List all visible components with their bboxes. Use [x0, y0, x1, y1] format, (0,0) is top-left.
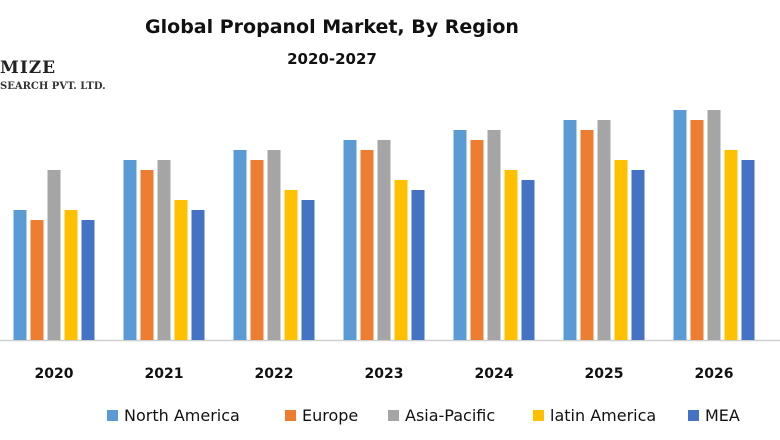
watermark-tagline: SEARCH PVT. LTD.: [0, 81, 106, 92]
bar-mea-2020: [81, 220, 95, 340]
bar-north-america-2025: [563, 120, 577, 340]
bar-europe-2026: [690, 120, 704, 340]
legend-swatch: [688, 410, 699, 421]
x-tick-label: 2022: [255, 366, 294, 382]
bar-mea-2022: [301, 200, 315, 340]
bar-north-america-2021: [123, 160, 137, 340]
bar-north-america-2020: [13, 210, 27, 340]
bar-mea-2026: [741, 160, 755, 340]
bar-europe-2025: [580, 130, 594, 340]
x-tick-label: 2024: [475, 366, 514, 382]
legend-item: Asia-Pacific: [388, 406, 495, 425]
bar-asia-pacific-2022: [267, 150, 281, 340]
chart-title: Global Propanol Market, By Region: [145, 16, 519, 38]
bar-europe-2024: [470, 140, 484, 340]
bar-chart: 2020 2021 2022 2023 2024 2025 2026: [0, 110, 780, 382]
legend-item: latin America: [533, 406, 656, 425]
x-tick-label: 2023: [365, 366, 404, 382]
legend-label: Asia-Pacific: [405, 406, 496, 425]
bar-europe-2021: [140, 170, 154, 340]
legend: North America Europe Asia-Pacific latin Ame…: [0, 406, 780, 430]
legend-label: latin America: [550, 406, 657, 425]
bar-asia-pacific-2021: [157, 160, 171, 340]
legend-swatch: [107, 410, 118, 421]
bar-mea-2025: [631, 170, 645, 340]
bar-latin-america-2023: [394, 180, 408, 340]
legend-swatch: [533, 410, 544, 421]
bar-asia-pacific-2024: [487, 130, 501, 340]
legend-item: Europe: [285, 406, 358, 425]
x-tick-label: 2021: [145, 366, 184, 382]
x-tick-label: 2025: [585, 366, 624, 382]
legend-label: MEA: [705, 406, 740, 425]
bar-latin-america-2025: [614, 160, 628, 340]
bar-europe-2022: [250, 160, 264, 340]
bar-north-america-2023: [343, 140, 357, 340]
chart-subtitle: 2020-2027: [287, 50, 377, 68]
bar-latin-america-2020: [64, 210, 78, 340]
bar-mea-2024: [521, 180, 535, 340]
bar-asia-pacific-2025: [597, 120, 611, 340]
bar-latin-america-2024: [504, 170, 518, 340]
bar-mea-2021: [191, 210, 205, 340]
bar-north-america-2022: [233, 150, 247, 340]
legend-label: Europe: [302, 406, 359, 425]
bar-mea-2023: [411, 190, 425, 340]
bar-latin-america-2021: [174, 200, 188, 340]
bar-asia-pacific-2026: [707, 110, 721, 340]
bar-north-america-2024: [453, 130, 467, 340]
bar-north-america-2026: [673, 110, 687, 340]
watermark-logo: MIZE: [0, 58, 57, 78]
bar-europe-2020: [30, 220, 44, 340]
legend-swatch: [388, 410, 399, 421]
legend-swatch: [285, 410, 296, 421]
x-tick-label: 2020: [35, 366, 74, 382]
bar-latin-america-2022: [284, 190, 298, 340]
bar-latin-america-2026: [724, 150, 738, 340]
bar-asia-pacific-2020: [47, 170, 61, 340]
legend-item: MEA: [688, 406, 740, 425]
legend-item: North America: [107, 406, 240, 425]
legend-label: North America: [124, 406, 240, 425]
x-tick-label: 2026: [695, 366, 734, 382]
bar-europe-2023: [360, 150, 374, 340]
bar-asia-pacific-2023: [377, 140, 391, 340]
